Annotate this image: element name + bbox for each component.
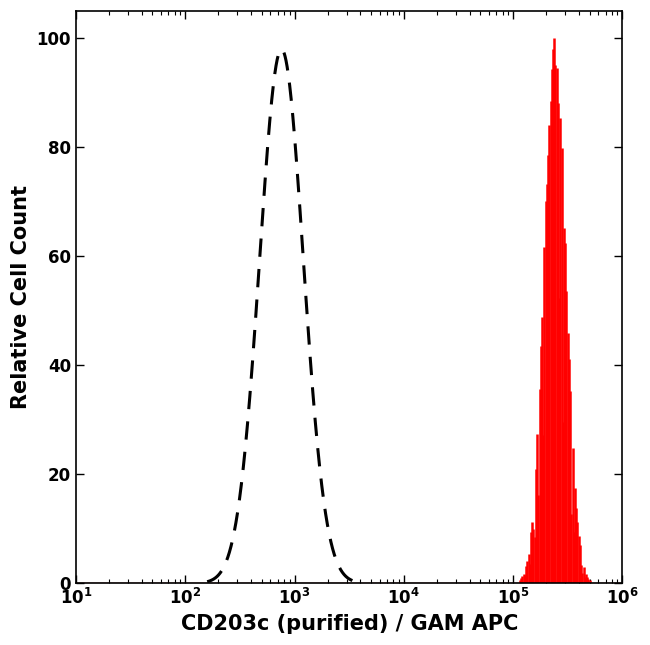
Y-axis label: Relative Cell Count: Relative Cell Count — [11, 185, 31, 409]
X-axis label: CD203c (purified) / GAM APC: CD203c (purified) / GAM APC — [181, 614, 518, 634]
